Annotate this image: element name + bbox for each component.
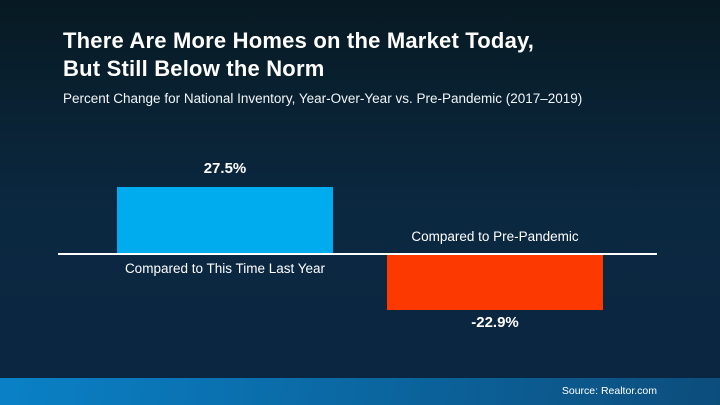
chart-subtitle: Percent Change for National Inventory, Y…	[63, 91, 583, 106]
chart-title-line-1: There Are More Homes on the Market Today…	[63, 28, 535, 53]
bar-last-year	[117, 186, 333, 253]
source-text: Source: Realtor.com	[561, 385, 657, 397]
value-label-negative: -22.9%	[471, 314, 519, 331]
chart-title: There Are More Homes on the Market Today…	[63, 27, 693, 83]
value-label-positive: 27.5%	[203, 160, 247, 177]
zero-axis-line	[58, 253, 657, 255]
source-footer: Source: Realtor.com	[0, 378, 720, 405]
bar-pre-pandemic	[387, 255, 603, 311]
chart-title-line-2: But Still Below the Norm	[63, 56, 325, 81]
header: There Are More Homes on the Market Today…	[63, 27, 693, 106]
category-label-pre-pandemic: Compared to Pre-Pandemic	[411, 229, 579, 244]
category-label-last-year: Compared to This Time Last Year	[124, 261, 326, 276]
